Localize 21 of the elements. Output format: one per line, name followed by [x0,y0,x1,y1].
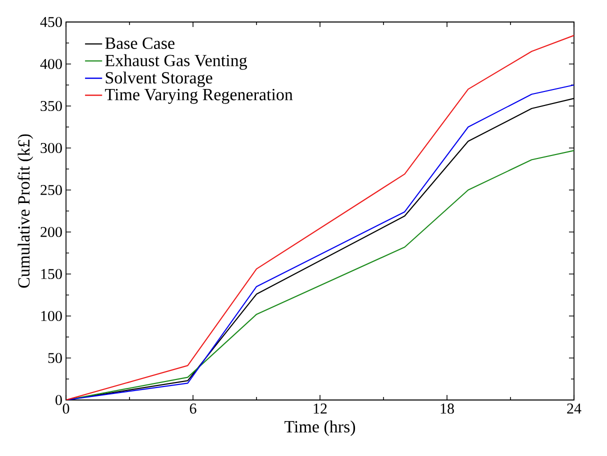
legend-label: Solvent Storage [106,72,212,88]
x-tick-label: 24 [567,404,582,414]
y-axis-title: Cumulative Profit (k£) [18,134,34,288]
x-tick-label: 0 [62,404,70,414]
y-tick-label: 0 [56,394,62,406]
y-tick-label: 150 [41,268,62,280]
y-tick-label: 100 [41,310,62,322]
y-tick-label: 400 [40,58,62,70]
x-tick-label: 18 [440,404,454,414]
y-tick-label: 250 [40,184,62,196]
x-tick-label: 6 [190,404,196,414]
x-tick-label: 12 [314,404,327,414]
y-tick-label: 50 [48,352,62,364]
y-tick-label: 300 [40,142,62,154]
legend-label: Exhaust Gas Venting [105,54,247,70]
y-tick-label: 450 [40,16,62,28]
y-tick-label: 200 [40,226,62,238]
legend-label: Time Varying Regeneration [105,88,293,104]
y-tick-label: 350 [40,100,62,112]
legend-label: Base Case [105,38,174,49]
x-axis-title: Time (hrs) [284,420,356,436]
